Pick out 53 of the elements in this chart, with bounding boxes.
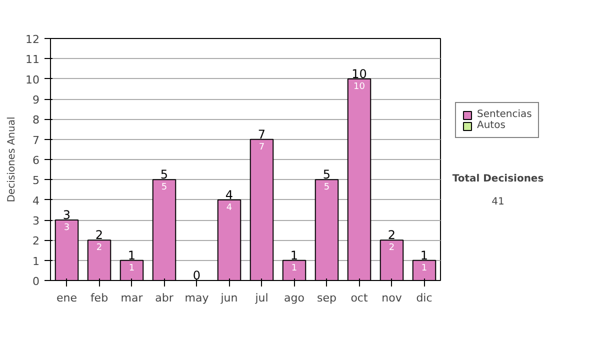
data-label: 4 — [226, 202, 232, 213]
total-label: 1 — [290, 248, 298, 262]
y-tick-label: 9 — [32, 94, 40, 106]
data-label: 1 — [421, 263, 428, 274]
x-tick-label: oct — [350, 292, 368, 304]
y-axis-title: Decisiones Anual — [6, 116, 18, 202]
y-tick-label: 3 — [32, 214, 40, 228]
x-tick-label: nov — [382, 292, 402, 304]
y-tick-label: 6 — [32, 154, 40, 167]
data-label: 7 — [258, 142, 265, 152]
data-label: 2 — [96, 243, 102, 254]
data-label: 1 — [128, 263, 135, 274]
total-label: 1 — [420, 248, 428, 262]
total-label: 0 — [192, 268, 201, 282]
y-tick-label: 4 — [32, 194, 40, 208]
total-label: 7 — [258, 127, 266, 142]
total-label: 2 — [95, 228, 104, 242]
total-label: 4 — [225, 188, 234, 202]
y-tick-label: 12 — [26, 33, 40, 46]
y-tick-label: 10 — [26, 73, 40, 86]
y-tick-label: 11 — [26, 53, 40, 66]
legend-label: Autos — [477, 120, 506, 131]
legend-label: Sentencias — [477, 109, 532, 120]
text: 41 — [492, 196, 504, 208]
y-tick-label: 2 — [32, 234, 40, 248]
data-label: 1 — [291, 263, 298, 274]
y-tick-label: 8 — [32, 114, 40, 127]
total-label: 1 — [128, 248, 136, 262]
total-label: 5 — [160, 168, 168, 182]
x-tick-label: dic — [416, 292, 432, 304]
data-label: 2 — [388, 243, 395, 254]
x-tick-label: mar — [120, 292, 144, 304]
y-tick-label: 5 — [32, 174, 40, 188]
data-label: 10 — [354, 82, 366, 92]
text: Total Decisiones — [452, 174, 544, 184]
x-tick-label: ago — [284, 292, 305, 304]
x-tick-label: may — [184, 292, 210, 304]
x-tick-label: jun — [220, 292, 238, 304]
total-label: 5 — [322, 168, 331, 182]
x-tick-label: jul — [254, 292, 268, 304]
total-label: 10 — [352, 66, 367, 81]
y-tick-label: 0 — [32, 275, 40, 288]
x-tick-label: abr — [155, 292, 174, 304]
y-tick-label: 1 — [32, 254, 40, 268]
x-tick-label: sep — [317, 292, 337, 304]
total-label: 2 — [388, 228, 396, 242]
data-label: 5 — [161, 182, 168, 193]
total-label: 3 — [62, 208, 71, 222]
data-label: 3 — [64, 223, 70, 233]
y-tick-label: 7 — [32, 134, 40, 147]
data-label: 5 — [324, 182, 330, 193]
x-tick-label: feb — [90, 292, 108, 304]
x-tick-label: ene — [56, 292, 78, 304]
